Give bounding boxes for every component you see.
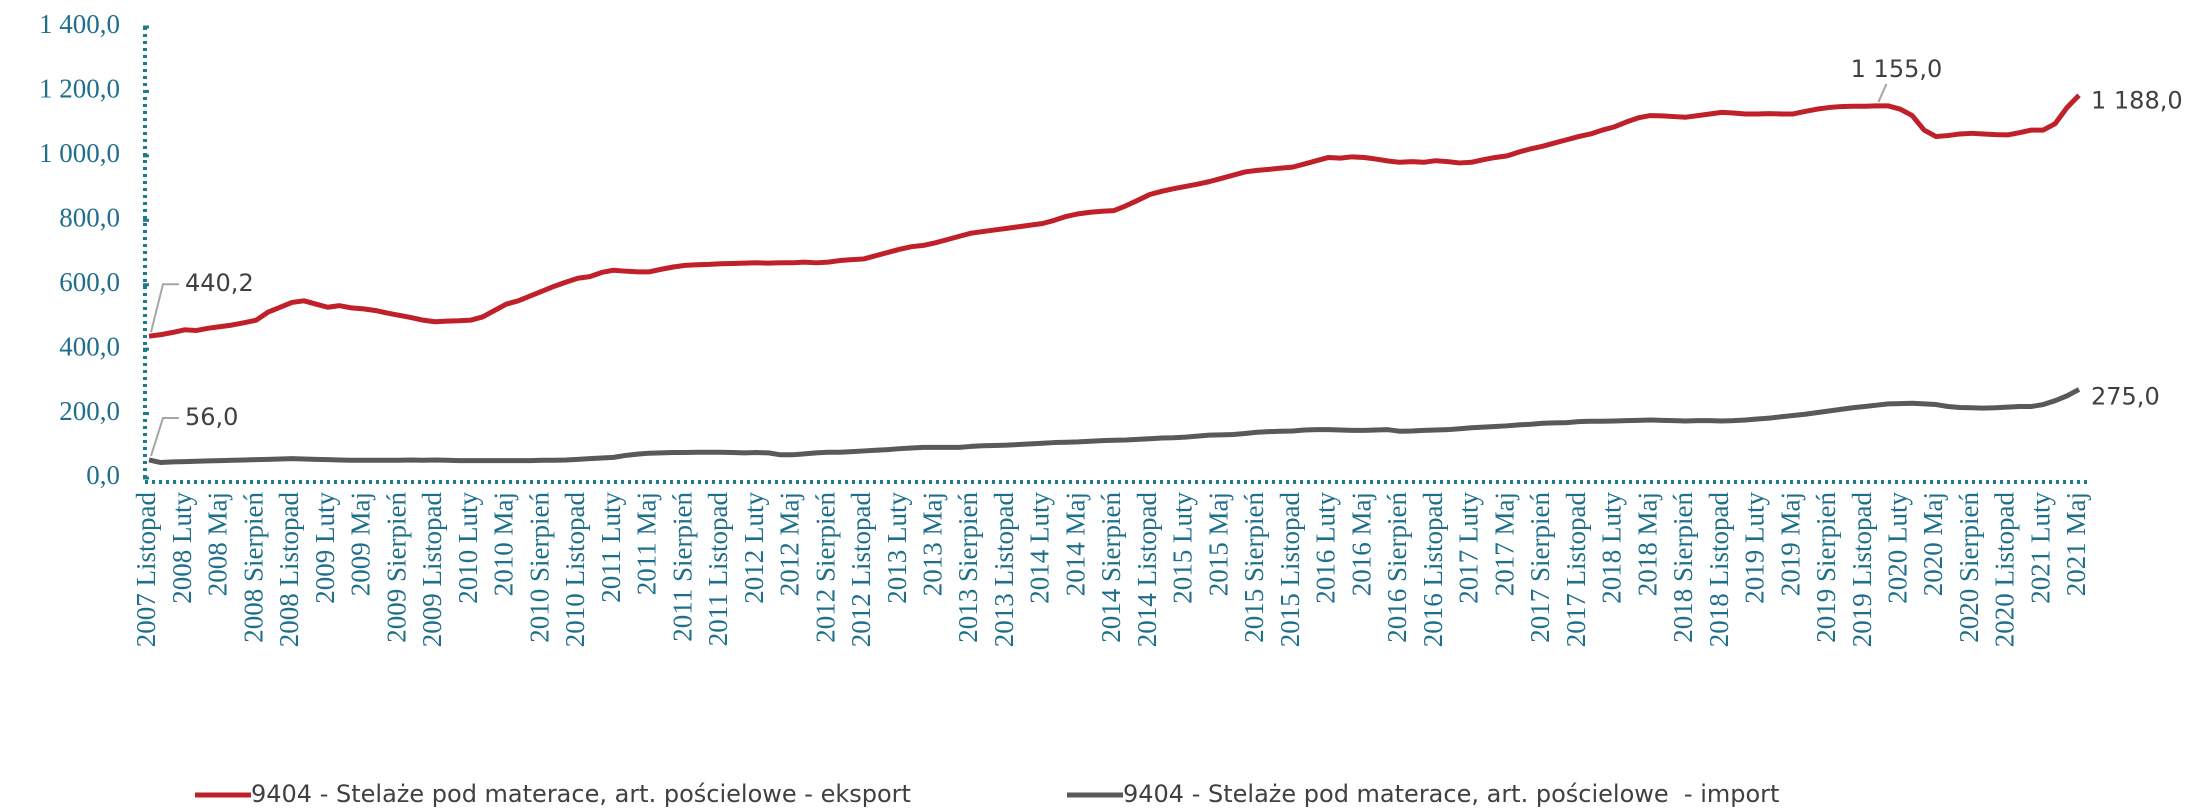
y-tick-label: 400,0 <box>59 331 120 361</box>
x-tick-label: 2018 Listopad <box>1704 492 1734 648</box>
x-tick-label: 2013 Listopad <box>989 492 1019 648</box>
x-tick-label: 2020 Luty <box>1882 492 1912 604</box>
y-tick-label: 1 400,0 <box>39 9 120 39</box>
x-tick-label: 2013 Maj <box>917 492 947 596</box>
y-tick-label: 1 200,0 <box>39 74 120 104</box>
x-tick-label: 2011 Luty <box>596 492 626 603</box>
x-tick-label: 2019 Sierpień <box>1811 492 1841 643</box>
x-tick-label: 2014 Maj <box>1060 492 1090 596</box>
x-tick-label: 2016 Listopad <box>1418 492 1448 648</box>
x-tick-label: 2014 Listopad <box>1132 492 1162 648</box>
x-tick-label: 2009 Luty <box>310 492 340 604</box>
x-tick-label: 2015 Luty <box>1168 492 1198 604</box>
x-tick-label: 2020 Listopad <box>1990 492 2020 648</box>
x-tick-label: 2017 Luty <box>1454 492 1484 604</box>
x-tick-label: 2021 Luty <box>2025 492 2055 604</box>
x-tick-label: 2017 Maj <box>1489 492 1519 596</box>
y-tick-label: 0,0 <box>86 460 120 490</box>
x-tick-label: 2015 Maj <box>1203 492 1233 596</box>
x-tick-label: 2014 Luty <box>1025 492 1055 604</box>
data-label: 1 155,0 <box>1851 55 1943 83</box>
x-tick-label: 2016 Maj <box>1346 492 1376 596</box>
x-tick-label: 2010 Maj <box>489 492 519 596</box>
x-tick-label: 2010 Sierpień <box>524 492 554 643</box>
line-series <box>148 93 2081 339</box>
legend-label: 9404 - Stelaże pod materace, art. poście… <box>1123 780 1779 808</box>
x-tick-label: 2008 Luty <box>167 492 197 604</box>
x-tick-label: 2011 Maj <box>632 492 662 595</box>
data-label: 56,0 <box>185 403 238 431</box>
x-tick-label: 2015 Sierpień <box>1239 492 1269 643</box>
x-tick-label: 2012 Luty <box>739 492 769 604</box>
x-tick-label: 2007 Listopad <box>131 492 161 648</box>
x-tick-label: 2009 Sierpień <box>381 492 411 643</box>
x-tick-label: 2021 Maj <box>2061 492 2091 596</box>
x-tick-label: 2017 Sierpień <box>1525 492 1555 643</box>
x-tick-label: 2016 Sierpień <box>1382 492 1412 643</box>
x-tick-label: 2019 Luty <box>1740 492 1770 604</box>
x-tick-label: 2018 Luty <box>1597 492 1627 604</box>
x-tick-label: 2008 Sierpień <box>238 492 268 643</box>
x-tick-label: 2008 Listopad <box>274 492 304 648</box>
x-tick-label: 2019 Listopad <box>1847 492 1877 648</box>
x-tick-label: 2016 Luty <box>1311 492 1341 604</box>
x-tick-label: 2017 Listopad <box>1561 492 1591 648</box>
x-tick-label: 2012 Maj <box>775 492 805 596</box>
x-tick-label: 2013 Sierpień <box>953 492 983 643</box>
y-tick-label: 800,0 <box>59 202 120 232</box>
x-tick-label: 2012 Sierpień <box>810 492 840 643</box>
data-label: 440,2 <box>185 269 254 297</box>
x-tick-label: 2018 Sierpień <box>1668 492 1698 643</box>
data-label: 1 188,0 <box>2091 86 2183 114</box>
y-tick-label: 1 000,0 <box>39 138 120 168</box>
data-label: 275,0 <box>2091 382 2160 410</box>
x-tick-label: 2018 Maj <box>1632 492 1662 596</box>
x-tick-label: 2020 Sierpień <box>1954 492 1984 643</box>
leader-line <box>1877 83 1888 103</box>
x-tick-label: 2008 Maj <box>203 492 233 596</box>
x-tick-label: 2011 Listopad <box>703 492 733 647</box>
x-tick-label: 2010 Listopad <box>560 492 590 648</box>
y-tick-label: 200,0 <box>59 396 120 426</box>
x-tick-label: 2013 Luty <box>882 492 912 604</box>
y-tick-label: 600,0 <box>59 267 120 297</box>
line-series <box>148 387 2081 466</box>
leader-line <box>150 283 179 333</box>
x-tick-label: 2020 Maj <box>1918 492 1948 596</box>
x-tick-label: 2012 Listopad <box>846 492 876 648</box>
leader-line <box>150 416 179 457</box>
x-tick-label: 2019 Maj <box>1775 492 1805 596</box>
x-tick-label: 2014 Sierpień <box>1096 492 1126 643</box>
x-tick-label: 2015 Listopad <box>1275 492 1305 648</box>
x-tick-label: 2011 Sierpień <box>667 492 697 642</box>
x-tick-label: 2009 Listopad <box>417 492 447 648</box>
x-tick-label: 2010 Luty <box>453 492 483 604</box>
legend-label: 9404 - Stelaże pod materace, art. poście… <box>251 780 911 808</box>
x-tick-label: 2009 Maj <box>346 492 376 596</box>
